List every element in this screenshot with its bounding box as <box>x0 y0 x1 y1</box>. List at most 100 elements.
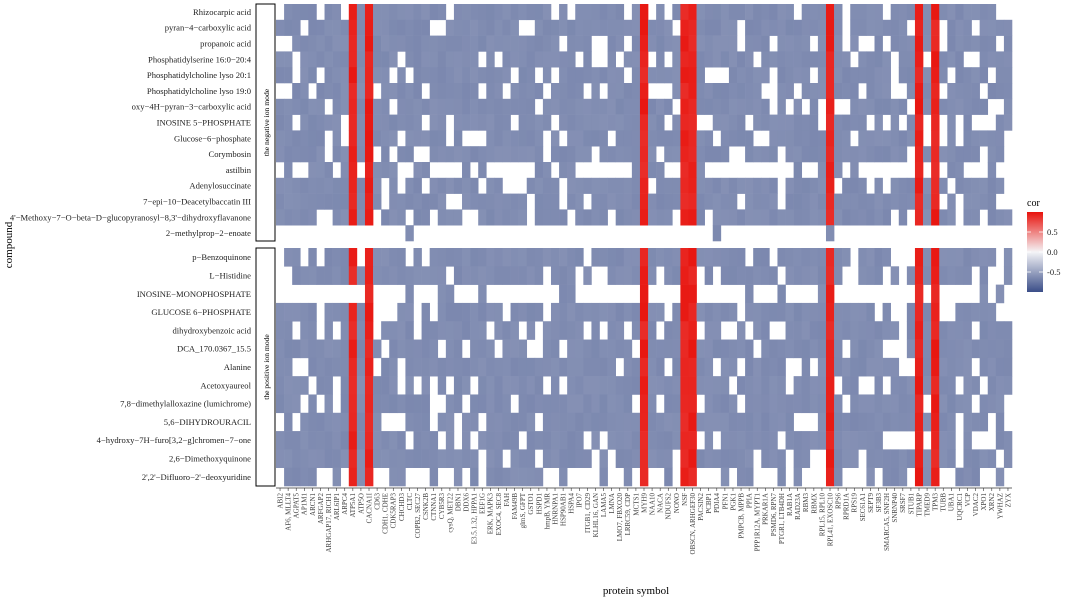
heatmap-cell <box>292 177 301 194</box>
heatmap-cell <box>939 51 948 68</box>
heatmap-cell <box>898 209 908 226</box>
heatmap-cell <box>834 19 843 36</box>
heatmap-cell <box>300 177 309 194</box>
heatmap-cell <box>987 193 997 210</box>
heatmap-cell <box>429 98 439 115</box>
heatmap-cell <box>712 394 722 414</box>
heatmap-cell <box>534 4 544 21</box>
heatmap-cell <box>664 412 673 432</box>
heatmap-cell <box>914 339 924 359</box>
heatmap-cell <box>550 266 560 285</box>
heatmap-cell <box>486 19 495 36</box>
heatmap-cell <box>906 130 916 147</box>
heatmap-cell <box>971 248 980 267</box>
heatmap-cell <box>753 19 762 36</box>
heatmap-cell <box>858 357 867 377</box>
heatmap-cell <box>995 209 1005 226</box>
heatmap-cell <box>292 394 301 414</box>
heatmap-cell <box>955 98 964 115</box>
heatmap-cell <box>995 51 1005 68</box>
heatmap-cell <box>664 98 673 115</box>
heatmap-cell <box>825 193 835 210</box>
heatmap-cell <box>373 266 382 285</box>
heatmap-cell <box>526 146 536 163</box>
heatmap-cell <box>470 449 479 468</box>
column-label: SMARCA5, SNF2H <box>883 493 891 551</box>
heatmap-cell <box>939 394 948 414</box>
heatmap-cell <box>720 339 730 359</box>
heatmap-cell <box>389 431 398 450</box>
heatmap-cell <box>761 431 770 450</box>
heatmap-cell <box>842 412 851 432</box>
heatmap-cell <box>470 83 479 100</box>
heatmap-cell <box>817 67 827 84</box>
heatmap-cell <box>971 209 980 226</box>
heatmap-cell <box>947 248 956 267</box>
heatmap-cell <box>445 248 455 267</box>
heatmap-cell <box>664 130 673 147</box>
heatmap-cell <box>607 114 616 131</box>
heatmap-cell <box>931 35 940 52</box>
heatmap-cell <box>356 67 366 84</box>
column-label: ATP5A1 <box>349 493 357 518</box>
heatmap-cell <box>866 4 875 21</box>
heatmap-cell <box>874 339 883 359</box>
heatmap-cell <box>373 162 382 179</box>
heatmap-cell <box>534 114 544 131</box>
heatmap-cell <box>737 83 746 100</box>
heatmap-cell <box>825 83 835 100</box>
heatmap-cell <box>914 4 924 21</box>
heatmap-cell <box>769 4 778 21</box>
heatmap-cell <box>850 209 859 226</box>
heatmap-cell <box>478 248 487 267</box>
heatmap-cell <box>639 177 649 194</box>
heatmap-cell <box>809 248 819 267</box>
heatmap-cell <box>809 98 819 115</box>
legend-tick-label: 0.0 <box>1047 247 1058 257</box>
heatmap-cell <box>462 98 471 115</box>
heatmap-cell <box>397 321 406 340</box>
row-label: Corymbosin <box>209 149 252 159</box>
heatmap-cell <box>906 339 916 359</box>
heatmap-cell <box>898 394 908 414</box>
heatmap-cell <box>542 339 552 359</box>
heatmap-cell <box>389 162 398 179</box>
heatmap-cell <box>825 35 835 52</box>
heatmap-cell <box>955 51 964 68</box>
column-label: CYB5R3 <box>438 493 446 520</box>
heatmap-cell <box>413 449 422 468</box>
heatmap-cell <box>542 394 552 414</box>
heatmap-cell <box>510 51 519 68</box>
heatmap-cell <box>615 98 625 115</box>
heatmap-cell <box>462 376 471 395</box>
heatmap-cell <box>866 357 875 377</box>
heatmap-cell <box>817 431 827 450</box>
heatmap-cell <box>688 412 697 432</box>
heatmap-cell <box>688 209 697 226</box>
heatmap-cell <box>882 67 891 84</box>
heatmap-cell <box>728 302 738 322</box>
heatmap-cell <box>356 51 366 68</box>
heatmap-cell <box>947 339 956 359</box>
heatmap-cell <box>890 412 900 432</box>
heatmap-cell <box>737 339 746 359</box>
heatmap-cell <box>923 209 932 226</box>
heatmap-cell <box>979 266 989 285</box>
heatmap-cell <box>882 209 891 226</box>
panel-strip <box>255 3 276 242</box>
heatmap-cell <box>745 130 754 147</box>
heatmap-cell <box>656 177 665 194</box>
heatmap-cell <box>898 67 908 84</box>
heatmap-cell <box>389 266 398 285</box>
heatmap-cell <box>931 248 940 267</box>
heatmap-cell <box>316 412 325 432</box>
heatmap-cell <box>550 394 560 414</box>
heatmap-cell <box>478 114 487 131</box>
heatmap-cell <box>316 98 325 115</box>
heatmap-cell <box>356 449 366 468</box>
heatmap-cells <box>276 4 1013 489</box>
heatmap-cell <box>777 19 786 36</box>
heatmap-cell <box>292 19 301 36</box>
heatmap-cell <box>955 162 964 179</box>
heatmap-cell <box>680 248 689 267</box>
